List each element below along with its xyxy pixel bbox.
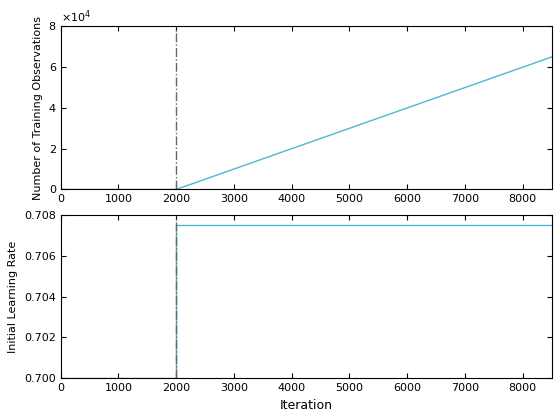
Y-axis label: Initial Learning Rate: Initial Learning Rate — [8, 241, 18, 353]
Text: $\times10^4$: $\times10^4$ — [60, 8, 91, 25]
Y-axis label: Number of Training Observations: Number of Training Observations — [33, 16, 43, 200]
X-axis label: Iteration: Iteration — [279, 399, 333, 412]
